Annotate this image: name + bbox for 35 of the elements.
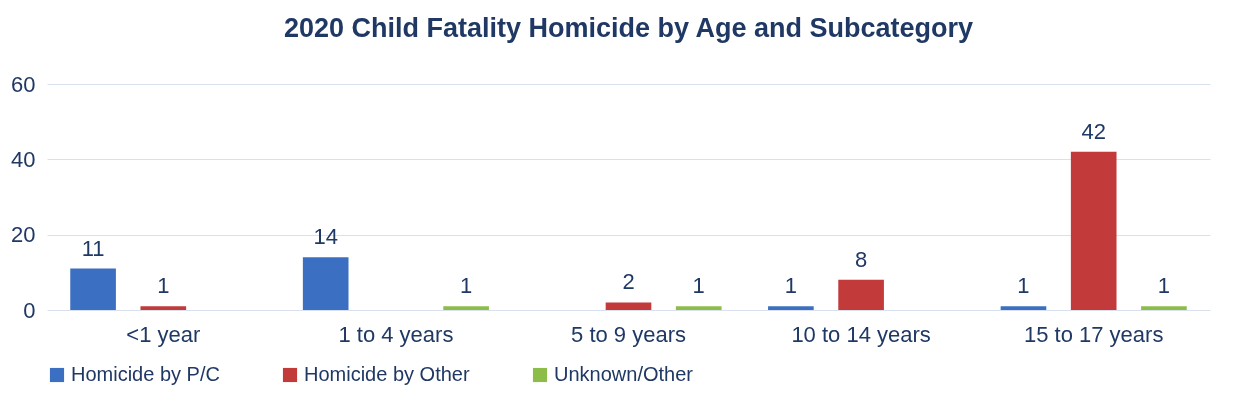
bar [1070,151,1117,310]
bar [838,279,884,310]
legend-label: Homicide by P/C [71,363,220,385]
y-tick-label: 20 [11,222,36,248]
data-label: 1 [459,273,473,299]
data-label: 8 [854,246,868,272]
bar [70,268,116,310]
x-tick-label: <1 year [126,321,201,347]
y-tick-label: 0 [23,297,36,323]
data-label: 42 [1081,118,1106,144]
data-label: 11 [81,235,105,261]
data-label: 2 [622,269,635,295]
x-tick-label: 10 to 14 years [791,321,931,347]
y-tick-label: 60 [11,71,36,97]
bar [443,306,489,310]
data-label: 14 [313,224,338,250]
x-tick-label: 1 to 4 years [338,321,454,347]
data-label: 1 [1017,273,1030,299]
legend-label: Unknown/Other [554,363,694,385]
chart-title: 2020 Child Fatality Homicide by Age and Subcategory [283,13,974,43]
bar [140,306,187,310]
bar [768,306,814,310]
x-tick-label: 5 to 9 years [571,321,686,347]
data-label: 1 [692,273,705,299]
data-label: 1 [157,273,170,299]
bar [1000,306,1047,310]
legend-label: Homicide by Other [304,363,470,385]
x-tick-label: 15 to 17 years [1023,321,1164,347]
data-label: 1 [784,273,798,299]
bar [605,302,652,310]
y-tick-label: 40 [11,146,36,172]
bar [675,306,722,310]
bar [302,257,349,310]
bar [1141,306,1187,310]
data-label: 1 [1157,273,1171,299]
